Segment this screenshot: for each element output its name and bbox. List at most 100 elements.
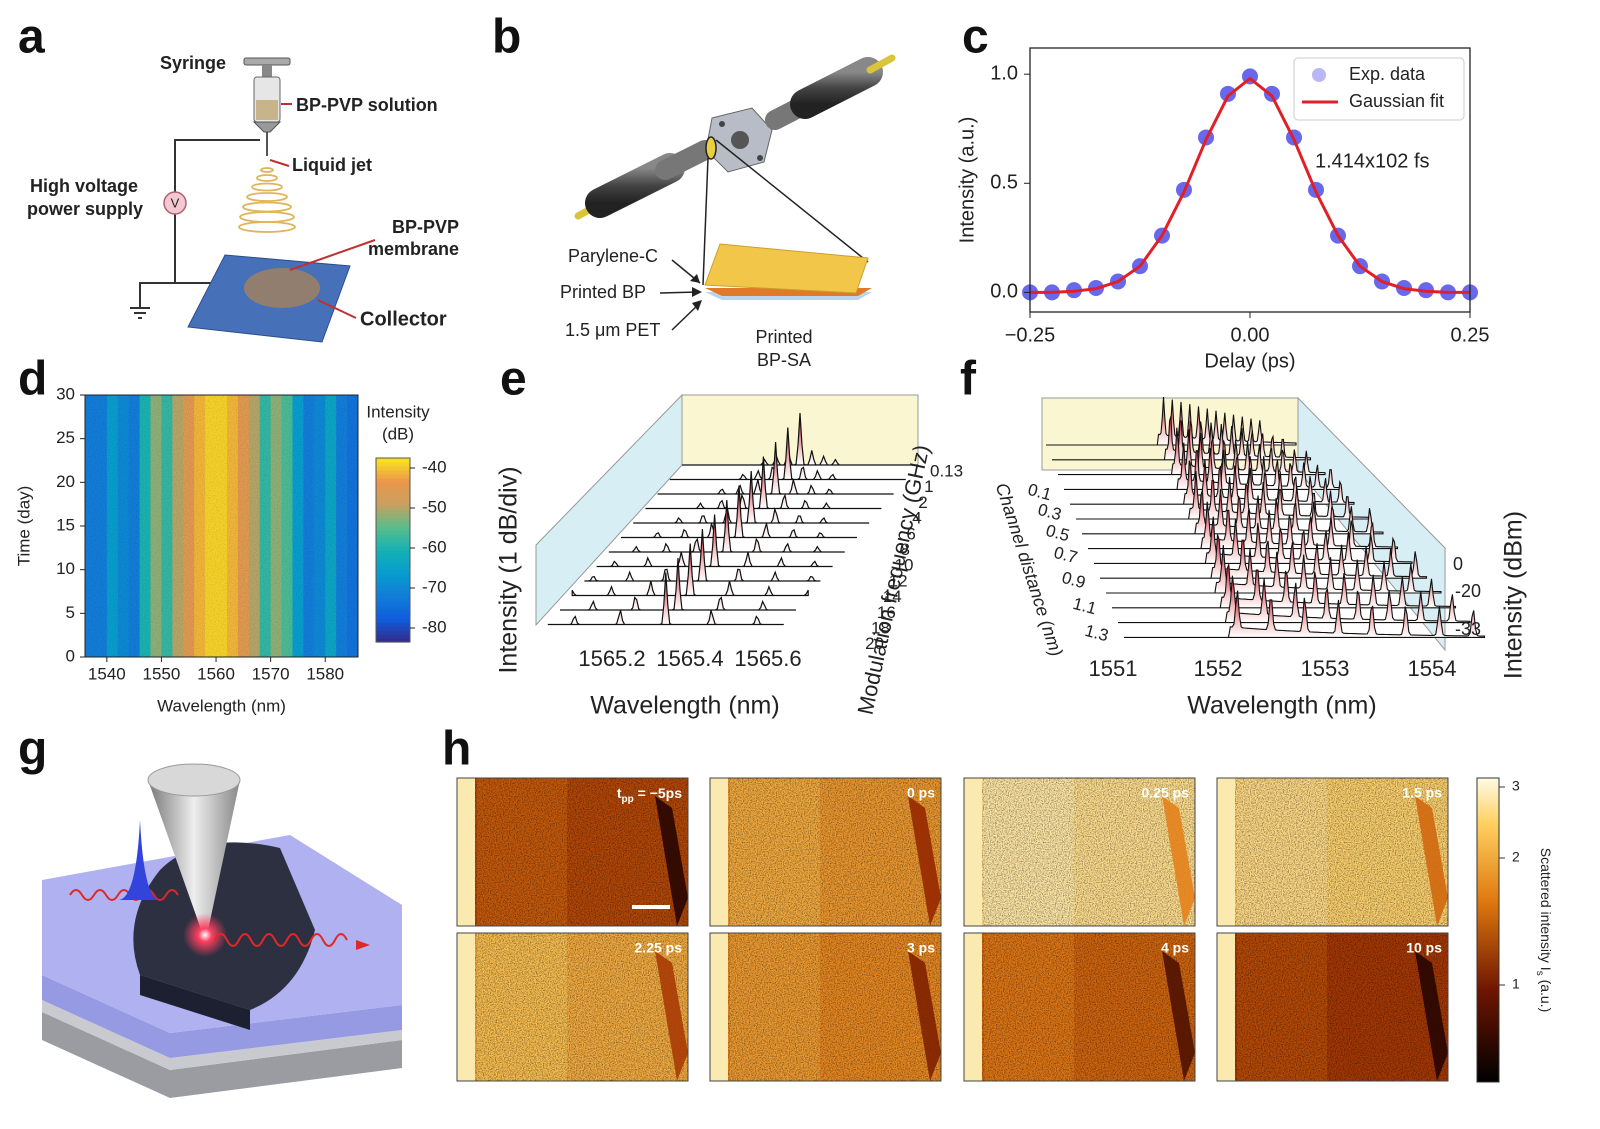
trace [560,557,796,611]
colorbar-cell [376,578,410,583]
colorbar-cell [376,522,410,527]
label: 1.5 μm PET [565,320,660,340]
shape-rect [243,57,291,66]
colorbar-cell [376,470,410,475]
colorbar-label: Scattered intensity Is (a.u.) [1534,848,1554,1013]
shape-g [1046,396,1486,638]
image-noise [710,778,941,926]
trace [621,485,857,539]
colorbar-cell [376,482,410,487]
tick-label: 1.1 [1071,594,1099,618]
axis-label: Intensity (1 dB/div) [495,466,523,673]
shape-ellipse [705,136,717,160]
shape-polygon [140,975,250,1030]
tick-label: 1554 [1408,656,1457,681]
shape-line [317,299,357,319]
shape-g [547,412,918,626]
image-streak [1162,951,1195,1081]
image-border [1216,777,1449,927]
shape-polygon [356,940,370,950]
y-tick-label: 0.5 [990,172,1018,194]
tick-label: 1565.4 [656,646,723,671]
shape-circle [719,121,725,127]
frame-label: 1.5 ps [1402,785,1442,801]
colorbar-cell [376,582,410,587]
x-tick-label: 1570 [252,664,290,683]
y-axis-label: Time (day) [14,486,33,567]
image-streak [655,951,688,1081]
tick-label: 12 [889,571,908,590]
panel-label: d [18,353,47,406]
tick-label: 8 [901,540,910,559]
colorbar-cell [376,502,410,507]
image-border [709,932,942,1082]
shape-polygon [704,243,869,294]
shape-ellipse [239,211,295,223]
shape-polygon [42,975,402,1058]
text: (a.u.) [1538,976,1554,1013]
colorbar-cell [376,530,410,535]
colorbar-cell [376,574,410,579]
legend-label: Exp. data [1349,64,1426,84]
colorbar-tick-label: -50 [422,497,447,516]
image-streak [908,951,941,1081]
y-tick-label: 20 [56,472,75,491]
image-edge [964,933,982,1081]
x-tick-label: 0.25 [1451,324,1490,346]
trace [633,470,870,524]
image-edge [457,933,475,1081]
tick-label: 10 [895,556,914,575]
x-tick-label: 1560 [197,664,235,683]
colorbar-tick-label: -40 [422,457,447,476]
label: BP-PVP solution [296,95,438,115]
tick-label: 0.7 [1052,543,1080,567]
shape-line [671,302,701,331]
shape-polygon [42,1012,402,1098]
colorbar-cell [376,614,410,619]
annotation: 1.414x102 fs [1315,150,1430,172]
shape-rect [256,100,278,120]
shape-path [252,121,282,133]
tick-label: 0.13 [930,461,963,480]
colorbar-cell [376,558,410,563]
image-edge [710,778,728,926]
colorbar-frame [375,457,411,643]
colorbar-cell [376,590,410,595]
frame-label: 0 ps [907,785,935,801]
shape-polygon [535,393,683,627]
tick-label: 1 [1512,976,1520,992]
colorbar-cell [376,458,410,463]
colorbar-cell [376,602,410,607]
data-point [1264,85,1280,102]
image-noise [964,778,1195,926]
trace [547,572,784,626]
colorbar-cell [376,498,410,503]
frame-label: 10 ps [1406,940,1442,956]
trace [608,499,845,553]
colorbar-cell [376,486,410,491]
shape-line [289,239,376,271]
tick-label: 1565.6 [734,646,801,671]
colorbar-cell [376,610,410,615]
shape-line [702,157,709,286]
colorbar-cell [376,546,410,551]
shape-ellipse [260,167,274,173]
label: Printed [755,327,812,347]
colorbar-tick-label: -60 [422,537,447,556]
colorbar-label: Intensity [366,402,430,421]
y-tick-label: 0.0 [990,281,1018,303]
frame-label: 2.25 ps [635,940,683,956]
shape-g: tpp = −5ps 0 ps 0.25 ps 1.5 ps 2.25 ps 3 ps 4 … [456,777,1449,1082]
frame-label: 0.25 ps [1142,785,1190,801]
colorbar-cell [376,534,410,539]
shape-polygon [42,1000,402,1070]
colorbar-cell [376,462,410,467]
tick-label: 2 [918,493,927,512]
shape-polygon [692,287,702,297]
colorbar-cell [376,630,410,635]
image-edge [1217,778,1235,926]
shape-rect [262,65,272,77]
shape-line [790,57,883,119]
image-border [963,932,1196,1082]
